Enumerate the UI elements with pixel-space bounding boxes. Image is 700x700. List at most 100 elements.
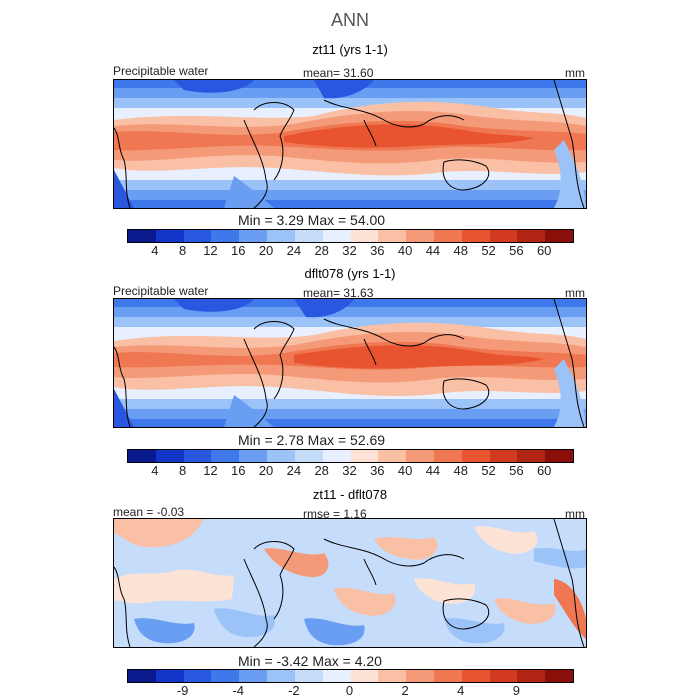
panel-1-minmax: Min = 3.29 Max = 54.00 — [238, 212, 386, 228]
colorbar-tick-label: 44 — [425, 243, 441, 258]
colorbar-swatch — [350, 670, 379, 682]
colorbar-tick-label: 32 — [342, 463, 357, 478]
panel-2-minmax: Min = 2.78 Max = 52.69 — [238, 432, 386, 448]
colorbar-swatch — [433, 450, 462, 462]
colorbar-swatch — [517, 450, 546, 462]
colorbar-tick-label: 56 — [509, 463, 524, 478]
panel-2-units: mm — [565, 286, 585, 300]
colorbar-swatch — [517, 230, 546, 242]
colorbar-swatch — [211, 230, 240, 242]
colorbar-swatch — [433, 670, 462, 682]
colorbar-tick-label: 24 — [286, 463, 302, 478]
colorbar-tick-label: 44 — [425, 463, 441, 478]
panel-3-minmax: Min = -3.42 Max = 4.20 — [238, 653, 382, 669]
colorbar-swatch — [294, 670, 323, 682]
colorbar-tick-label: 8 — [179, 463, 187, 478]
panel-3-map — [113, 518, 587, 648]
colorbar-tick-label: 60 — [536, 243, 552, 258]
colorbar-tick-label: 60 — [536, 463, 552, 478]
colorbar-swatch — [378, 670, 407, 682]
panel-2-map-field — [114, 299, 586, 427]
colorbar-swatch — [489, 230, 518, 242]
colorbar-tick-label: 40 — [397, 463, 413, 478]
colorbar-swatch — [183, 230, 212, 242]
panel-3-colorbar — [127, 669, 574, 683]
colorbar-tick-label: 8 — [179, 243, 187, 258]
colorbar-swatch — [267, 450, 295, 462]
colorbar-tick-label: 36 — [370, 463, 385, 478]
colorbar-tick-label: -2 — [288, 683, 300, 698]
colorbar-swatch — [406, 670, 434, 682]
panel-2-field-label: Precipitable water — [113, 284, 209, 298]
colorbar-swatch — [239, 230, 268, 242]
panel-2-title: dflt078 (yrs 1-1) — [304, 266, 396, 281]
colorbar-swatch — [239, 450, 268, 462]
colorbar-swatch — [461, 230, 490, 242]
colorbar-swatch — [211, 670, 240, 682]
colorbar-tick-label: 12 — [203, 463, 218, 478]
colorbar-swatch — [322, 450, 351, 462]
colorbar-tick-label: 36 — [370, 243, 385, 258]
colorbar-tick-label: 28 — [314, 243, 329, 258]
colorbar-swatch — [183, 450, 212, 462]
colorbar-tick-label: -9 — [176, 683, 189, 698]
colorbar-swatch — [322, 230, 351, 242]
panel-3-map-field — [114, 519, 586, 647]
colorbar-swatch — [155, 230, 184, 242]
colorbar-swatch — [517, 670, 546, 682]
colorbar-swatch — [267, 230, 295, 242]
colorbar-tick-label: 56 — [509, 243, 524, 258]
panel-1-colorbar — [127, 229, 574, 243]
colorbar-tick-label: 12 — [203, 243, 218, 258]
panel-1-map-field — [114, 80, 586, 208]
colorbar-swatch — [461, 450, 490, 462]
colorbar-swatch — [406, 450, 434, 462]
colorbar-swatch — [183, 670, 212, 682]
colorbar-tick-label: 52 — [481, 243, 496, 258]
colorbar-tick-label: 48 — [453, 243, 468, 258]
figure-title: ANN — [330, 10, 369, 30]
colorbar-tick-label: 52 — [481, 463, 496, 478]
colorbar-tick-label: 4 — [151, 243, 159, 258]
colorbar-tick-label: 9 — [512, 683, 520, 698]
colorbar-swatch — [545, 450, 573, 462]
colorbar-swatch — [239, 670, 268, 682]
colorbar-swatch — [128, 670, 156, 682]
colorbar-swatch — [155, 450, 184, 462]
colorbar-swatch — [267, 670, 295, 682]
colorbar-tick-label: 40 — [397, 243, 413, 258]
colorbar-swatch — [350, 450, 379, 462]
colorbar-swatch — [489, 670, 518, 682]
colorbar-tick-label: 24 — [286, 243, 302, 258]
panel-2-colorbar — [127, 449, 574, 463]
panel-1-title: zt11 (yrs 1-1) — [312, 42, 388, 57]
colorbar-swatch — [378, 230, 407, 242]
panel-3-title: zt11 - dflt078 — [312, 487, 388, 502]
colorbar-tick-label: 16 — [231, 463, 246, 478]
colorbar-swatch — [322, 670, 351, 682]
colorbar-tick-label: 4 — [457, 683, 465, 698]
panel-2-map — [113, 298, 587, 428]
panel-2-mean-label: mean= 31.63 — [303, 286, 374, 300]
colorbar-swatch — [489, 450, 518, 462]
panel-1-field-label: Precipitable water — [113, 64, 209, 78]
colorbar-swatch — [294, 230, 323, 242]
colorbar-swatch — [378, 450, 407, 462]
colorbar-swatch — [350, 230, 379, 242]
colorbar-tick-label: 32 — [342, 243, 357, 258]
colorbar-tick-label: 20 — [258, 243, 274, 258]
colorbar-swatch — [128, 230, 156, 242]
colorbar-swatch — [211, 450, 240, 462]
colorbar-swatch — [545, 670, 573, 682]
colorbar-tick-label: 4 — [151, 463, 159, 478]
panel-1-map — [113, 79, 587, 209]
colorbar-tick-label: 20 — [258, 463, 274, 478]
colorbar-swatch — [461, 670, 490, 682]
colorbar-swatch — [155, 670, 184, 682]
colorbar-tick-label: 0 — [345, 683, 354, 698]
panel-1-units: mm — [565, 66, 585, 80]
colorbar-swatch — [406, 230, 434, 242]
colorbar-tick-label: 28 — [314, 463, 329, 478]
colorbar-tick-label: -4 — [232, 683, 245, 698]
panel-3-units: mm — [565, 507, 585, 521]
